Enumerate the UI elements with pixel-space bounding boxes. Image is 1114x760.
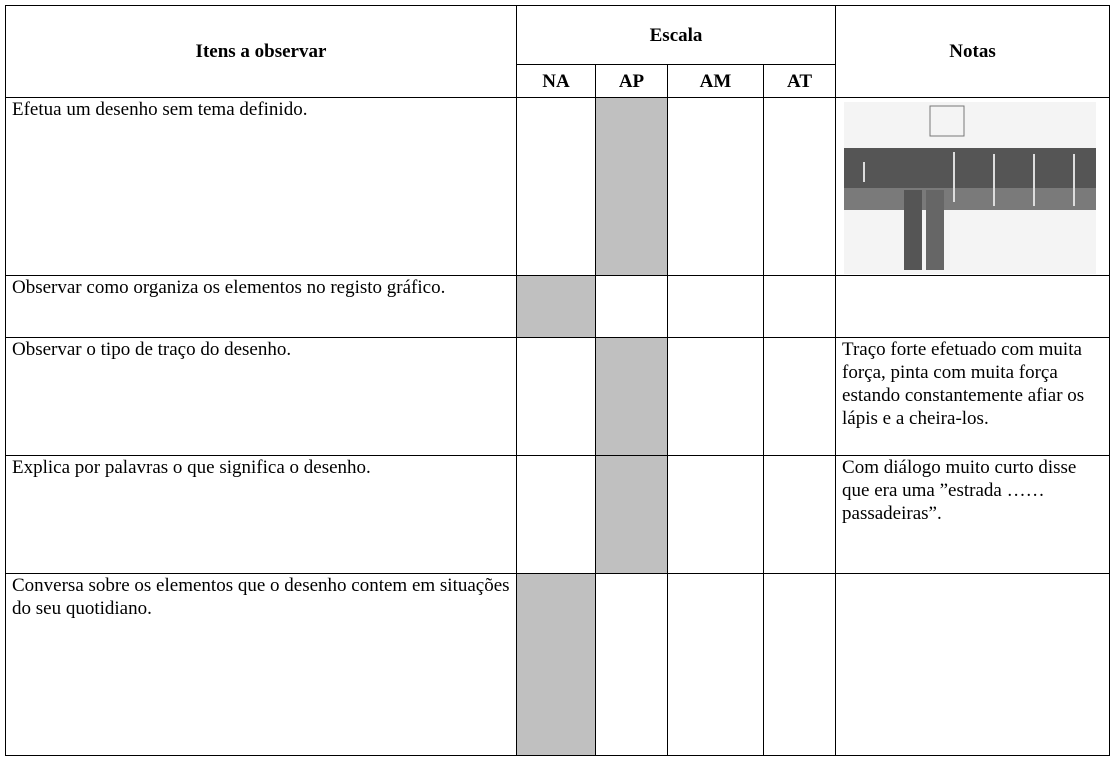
header-notes: Notas <box>835 5 1111 98</box>
note-cell <box>835 573 1111 756</box>
scale-cell <box>516 275 596 338</box>
scale-cell <box>595 97 668 276</box>
row: Observar o tipo de traço do desenho. Traç… <box>5 337 1111 456</box>
row: Efetua um desenho sem tema definido. <box>5 97 1111 276</box>
scale-level: AP <box>595 64 668 98</box>
scale-cell <box>762 455 837 574</box>
scale-cell <box>762 97 837 276</box>
item-text: Observar como organiza os elementos no r… <box>5 275 517 338</box>
scale-cell <box>667 275 764 338</box>
scale-cell <box>516 337 596 456</box>
scale-cell <box>516 573 596 756</box>
scale-cell <box>595 455 668 574</box>
note-cell <box>835 97 1111 276</box>
row: Conversa sobre os elementos que o desenh… <box>5 573 1111 756</box>
item-text: Conversa sobre os elementos que o desenh… <box>5 573 517 756</box>
row: Explica por palavras o que significa o d… <box>5 455 1111 574</box>
scale-cell <box>595 275 668 338</box>
item-text: Explica por palavras o que significa o d… <box>5 455 517 574</box>
scale-level: AM <box>667 64 764 98</box>
scale-cell <box>595 337 668 456</box>
drawing-thumbnail <box>844 102 1097 274</box>
scale-cell <box>667 573 764 756</box>
observation-table: Itens a observar Escala Notas NA AP AM AT E… <box>5 5 1111 756</box>
row: Observar como organiza os elementos no r… <box>5 275 1111 338</box>
scale-cell <box>762 573 837 756</box>
note-cell <box>835 275 1111 338</box>
scale-cell <box>595 573 668 756</box>
header-item: Itens a observar <box>5 5 517 98</box>
item-text: Efetua um desenho sem tema definido. <box>5 97 517 276</box>
scale-cell <box>667 455 764 574</box>
note-text: Traço forte efetuado com muita força, pi… <box>835 337 1111 456</box>
scale-cell <box>667 97 764 276</box>
scale-cell <box>516 97 596 276</box>
scale-level: AT <box>762 64 837 98</box>
item-text: Observar o tipo de traço do desenho. <box>5 337 517 456</box>
scale-cell <box>762 275 837 338</box>
scale-cell <box>667 337 764 456</box>
scale-cell <box>516 455 596 574</box>
scale-cell <box>762 337 837 456</box>
scale-level: NA <box>516 64 596 98</box>
note-text: Com diálogo muito curto disse que era um… <box>835 455 1111 574</box>
header-scale: Escala <box>515 5 837 65</box>
